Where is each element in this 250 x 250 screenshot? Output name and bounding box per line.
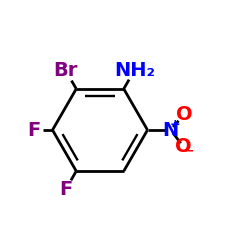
Text: −: − [184, 144, 194, 157]
Text: +: + [170, 118, 180, 132]
Text: F: F [27, 120, 40, 140]
Text: O: O [176, 137, 192, 156]
Text: NH₂: NH₂ [114, 61, 155, 80]
Text: F: F [59, 180, 72, 199]
Text: Br: Br [54, 61, 78, 80]
Text: O: O [176, 105, 193, 124]
Text: N: N [162, 120, 178, 140]
